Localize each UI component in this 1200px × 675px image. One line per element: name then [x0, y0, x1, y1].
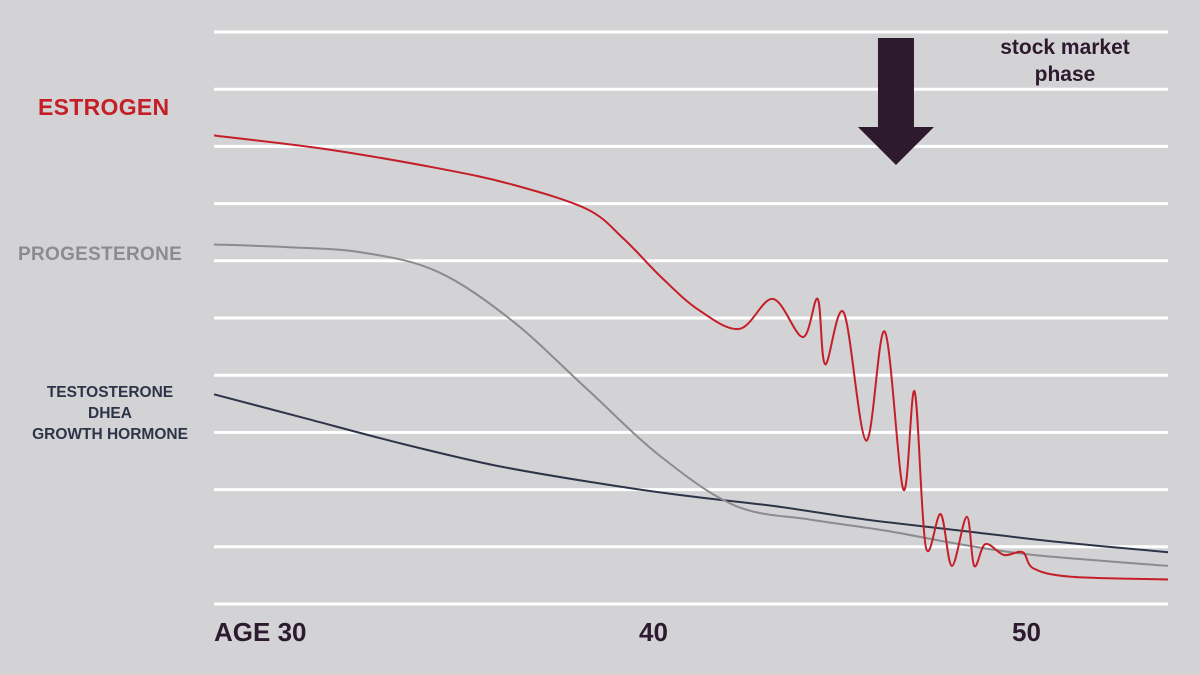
annotation-line-2: phase: [1034, 63, 1096, 86]
series-label-testosterone: TESTOSTERONE: [46, 384, 174, 401]
series-line-progesterone: [213, 243, 1169, 567]
down-arrow-icon: [857, 38, 934, 165]
series-label-estrogen: ESTROGEN: [38, 94, 170, 120]
series-label-progesterone: PROGESTERONE: [18, 244, 183, 265]
annotation-label: stock market phase: [975, 34, 1155, 88]
x-tick-label: 40: [639, 617, 668, 647]
series-line-testosterone: [213, 393, 1169, 554]
series-label-dhea: DHEA: [88, 405, 132, 422]
series-label-growth-hormone: GROWTH HORMONE: [32, 426, 188, 443]
x-tick-label: AGE 30: [214, 617, 307, 647]
annotation-arrow: [857, 38, 934, 165]
series-label-testosterone-dhea-growth-hormone: TESTOSTERONE DHEA GROWTH HORMONE: [10, 382, 210, 445]
x-tick-label: 50: [1012, 617, 1041, 647]
series-lines: [213, 134, 1169, 581]
series-line-estrogen: [213, 134, 1169, 581]
grid-lines: [214, 30, 1168, 606]
annotation-line-1: stock market: [1000, 36, 1130, 59]
